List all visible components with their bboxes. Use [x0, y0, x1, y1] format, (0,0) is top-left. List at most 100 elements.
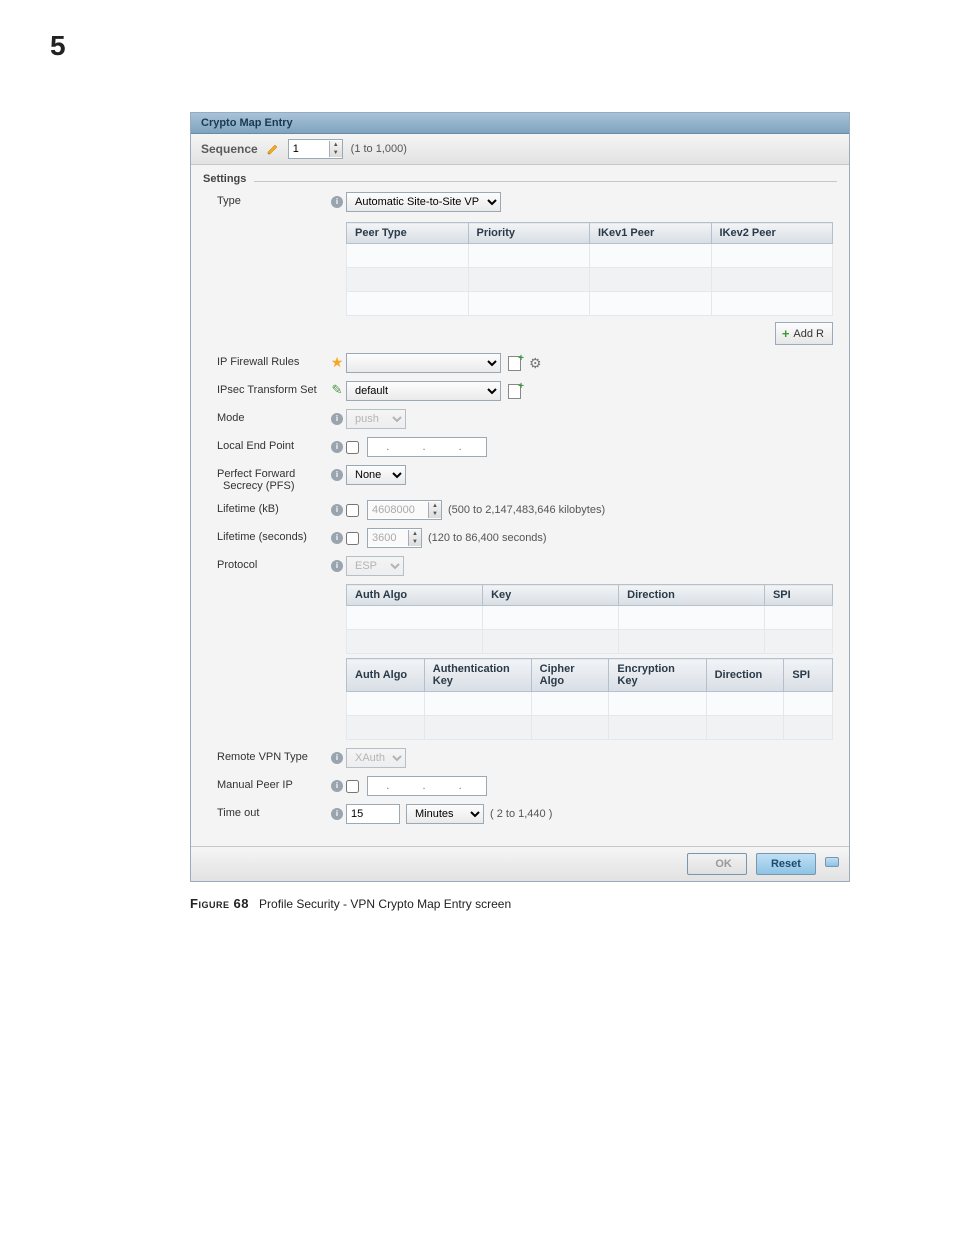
lifetimekb-label: Lifetime (kB)	[203, 500, 328, 515]
info-icon[interactable]: i	[331, 560, 343, 572]
timeout-input[interactable]	[346, 804, 400, 824]
localep-label: Local End Point	[203, 437, 328, 452]
table-row	[347, 292, 833, 316]
lifetimekb-spinner[interactable]: ▲▼	[367, 500, 442, 520]
manualpeer-row: Manual Peer IP i	[203, 776, 837, 796]
sequence-spinner[interactable]: ▲▼	[288, 139, 343, 159]
col-authalgo2[interactable]: Auth Algo	[347, 659, 425, 692]
crypto-map-panel: Crypto Map Entry Sequence ▲▼ (1 to 1,000…	[190, 112, 850, 882]
protocol-select: ESP	[346, 556, 404, 576]
info-icon[interactable]: i	[331, 504, 343, 516]
spin-down-icon[interactable]: ▼	[330, 149, 342, 157]
add-row-button[interactable]: + Add R	[775, 322, 833, 345]
info-icon[interactable]: i	[331, 808, 343, 820]
col-authalgo[interactable]: Auth Algo	[347, 585, 483, 606]
spin-up-icon[interactable]: ▲	[429, 502, 441, 510]
remotevpn-select: XAuth	[346, 748, 406, 768]
protocol-row: Protocol i ESP	[203, 556, 837, 576]
manualpeer-input[interactable]	[367, 776, 487, 796]
localep-input[interactable]	[367, 437, 487, 457]
info-icon[interactable]: i	[331, 752, 343, 764]
col-enckey[interactable]: Encryption Key	[609, 659, 706, 692]
ipsec-label: IPsec Transform Set	[203, 381, 328, 396]
screenshot: Crypto Map Entry Sequence ▲▼ (1 to 1,000…	[190, 112, 850, 911]
lifetimekb-hint: (500 to 2,147,483,646 kilobytes)	[448, 504, 605, 516]
required-star-icon: ★	[331, 354, 344, 370]
extra-button[interactable]	[825, 857, 839, 867]
ipfw-row: IP Firewall Rules ★	[203, 353, 837, 373]
spin-down-icon[interactable]: ▼	[409, 538, 421, 546]
sequence-hint: (1 to 1,000)	[351, 143, 407, 155]
pfs-row: Perfect Forward Secrecy (PFS) i None	[203, 465, 837, 492]
table-row	[347, 606, 833, 630]
page-number: 5	[50, 30, 904, 62]
col-priority[interactable]: Priority	[468, 223, 590, 244]
settings-fieldset: Settings Type i Automatic Site-to-Site V…	[203, 181, 837, 824]
manualpeer-label: Manual Peer IP	[203, 776, 328, 791]
col-key[interactable]: Key	[483, 585, 619, 606]
mode-select: push	[346, 409, 406, 429]
figure-text: Profile Security - VPN Crypto Map Entry …	[259, 897, 511, 911]
manualpeer-checkbox[interactable]	[346, 780, 359, 793]
timeout-hint: ( 2 to 1,440 )	[490, 808, 552, 820]
type-select[interactable]: Automatic Site-to-Site VPN	[346, 192, 501, 212]
mode-row: Mode i push	[203, 409, 837, 429]
ok-button[interactable]: OK	[687, 853, 747, 875]
col-spi[interactable]: SPI	[764, 585, 832, 606]
settings-legend: Settings	[203, 173, 254, 185]
info-icon[interactable]: i	[331, 441, 343, 453]
auth-algo-table-1: Auth Algo Key Direction SPI	[346, 584, 833, 654]
col-authkey[interactable]: Authentication Key	[424, 659, 531, 692]
col-ikev1[interactable]: IKev1 Peer	[590, 223, 712, 244]
proto-table1-row: Auth Algo Key Direction SPI	[203, 584, 837, 740]
info-icon[interactable]: i	[331, 780, 343, 792]
pencil-icon[interactable]: ✎	[332, 382, 343, 397]
info-icon[interactable]: i	[331, 413, 343, 425]
plus-icon: +	[782, 326, 790, 341]
protocol-label: Protocol	[203, 556, 328, 571]
sequence-edit-icon[interactable]	[266, 142, 280, 156]
sequence-input[interactable]	[289, 141, 329, 157]
ipfw-select[interactable]	[346, 353, 501, 373]
reset-button[interactable]: Reset	[756, 853, 816, 875]
timeout-unit-select[interactable]: Minutes	[406, 804, 484, 824]
lifetimekb-checkbox[interactable]	[346, 504, 359, 517]
sequence-label: Sequence	[201, 142, 258, 156]
col-spi2[interactable]: SPI	[784, 659, 833, 692]
col-peer-type[interactable]: Peer Type	[347, 223, 469, 244]
figure-number: Figure 68	[190, 896, 249, 911]
remotevpn-label: Remote VPN Type	[203, 748, 328, 763]
type-row: Type i Automatic Site-to-Site VPN	[203, 192, 837, 212]
ipsec-row: IPsec Transform Set ✎ default	[203, 381, 837, 401]
figure-caption: Figure 68 Profile Security - VPN Crypto …	[190, 896, 850, 911]
gear-icon[interactable]	[529, 355, 545, 371]
button-bar: OK Reset	[191, 846, 849, 881]
ipsec-select[interactable]: default	[346, 381, 501, 401]
sequence-bar: Sequence ▲▼ (1 to 1,000)	[191, 134, 849, 165]
spin-down-icon[interactable]: ▼	[429, 510, 441, 518]
col-direction2[interactable]: Direction	[706, 659, 784, 692]
table-row	[347, 268, 833, 292]
table-row	[347, 244, 833, 268]
table-row	[347, 692, 833, 716]
col-cipheralgo[interactable]: Cipher Algo	[531, 659, 609, 692]
spin-up-icon[interactable]: ▲	[330, 141, 342, 149]
new-item-icon[interactable]	[507, 355, 523, 371]
col-direction[interactable]: Direction	[619, 585, 765, 606]
panel-title: Crypto Map Entry	[191, 113, 849, 134]
lifetimesec-spinner[interactable]: ▲▼	[367, 528, 422, 548]
info-icon[interactable]: i	[331, 532, 343, 544]
info-icon[interactable]: i	[331, 196, 343, 208]
pfs-select[interactable]: None	[346, 465, 406, 485]
table-row	[347, 716, 833, 740]
localep-row: Local End Point i	[203, 437, 837, 457]
new-item-icon[interactable]	[507, 383, 523, 399]
lifetimesec-checkbox[interactable]	[346, 532, 359, 545]
lifetimesec-label: Lifetime (seconds)	[203, 528, 328, 543]
info-icon[interactable]: i	[331, 469, 343, 481]
lifetimesec-hint: (120 to 86,400 seconds)	[428, 532, 547, 544]
localep-checkbox[interactable]	[346, 441, 359, 454]
spin-up-icon[interactable]: ▲	[409, 530, 421, 538]
ipfw-label: IP Firewall Rules	[203, 353, 328, 368]
col-ikev2[interactable]: IKev2 Peer	[711, 223, 833, 244]
